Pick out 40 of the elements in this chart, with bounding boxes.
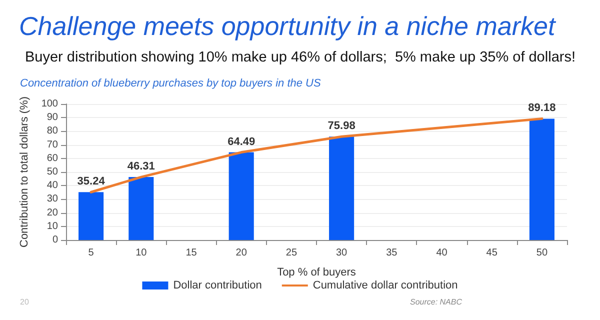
bar bbox=[128, 177, 154, 240]
bar bbox=[329, 136, 354, 240]
y-tick-label: 90 bbox=[46, 112, 58, 124]
x-axis-title: Top % of buyers bbox=[277, 266, 356, 278]
y-tick-label: 30 bbox=[46, 194, 58, 205]
x-tick-label: 40 bbox=[436, 248, 448, 258]
bar bbox=[78, 192, 104, 240]
bar bbox=[228, 152, 254, 240]
y-tick-label: 20 bbox=[46, 207, 58, 218]
x-tick-label: 30 bbox=[336, 248, 348, 258]
x-tick-label: 45 bbox=[486, 248, 498, 258]
x-tick-label: 35 bbox=[386, 248, 398, 258]
chart-subtitle: Buyer distribution showing 10% make up 46% of dollars; 5% make up 35% of dollars! bbox=[25, 50, 576, 66]
data-label: 46.31 bbox=[127, 160, 155, 173]
y-tick-label: 60 bbox=[46, 152, 58, 164]
legend-label: Dollar contribution bbox=[173, 280, 262, 292]
x-tick-label: 10 bbox=[136, 248, 148, 258]
text: Concentration of blueberry purchases by top buyers in the US bbox=[20, 78, 322, 90]
x-tick-label: 50 bbox=[536, 248, 548, 258]
y-tick-label: 80 bbox=[46, 126, 58, 137]
y-tick-label: 100 bbox=[41, 98, 58, 110]
data-label: 35.24 bbox=[77, 176, 106, 188]
y-tick-label: 70 bbox=[46, 139, 58, 150]
legend-label: Cumulative dollar contribution bbox=[312, 280, 458, 292]
data-label: 89.18 bbox=[528, 102, 556, 114]
text: 20 bbox=[20, 298, 30, 306]
y-tick-label: 0 bbox=[52, 234, 58, 246]
y-tick-label: 50 bbox=[46, 166, 58, 178]
x-tick-label: 5 bbox=[88, 248, 94, 258]
x-tick-label: 20 bbox=[236, 248, 248, 258]
chart-title: Challenge meets opportunity in a niche market bbox=[19, 11, 557, 41]
bar bbox=[529, 118, 554, 240]
y-axis-title: Contribution to total dollars (%) bbox=[18, 96, 30, 248]
data-label: 64.49 bbox=[228, 136, 256, 148]
y-tick-label: 40 bbox=[46, 180, 58, 192]
data-label: 75.98 bbox=[328, 120, 356, 132]
y-tick-label: 10 bbox=[46, 220, 58, 232]
x-tick-label: 25 bbox=[286, 248, 298, 258]
x-tick-label: 15 bbox=[186, 248, 198, 258]
source-note: Source: NABC bbox=[410, 298, 462, 306]
